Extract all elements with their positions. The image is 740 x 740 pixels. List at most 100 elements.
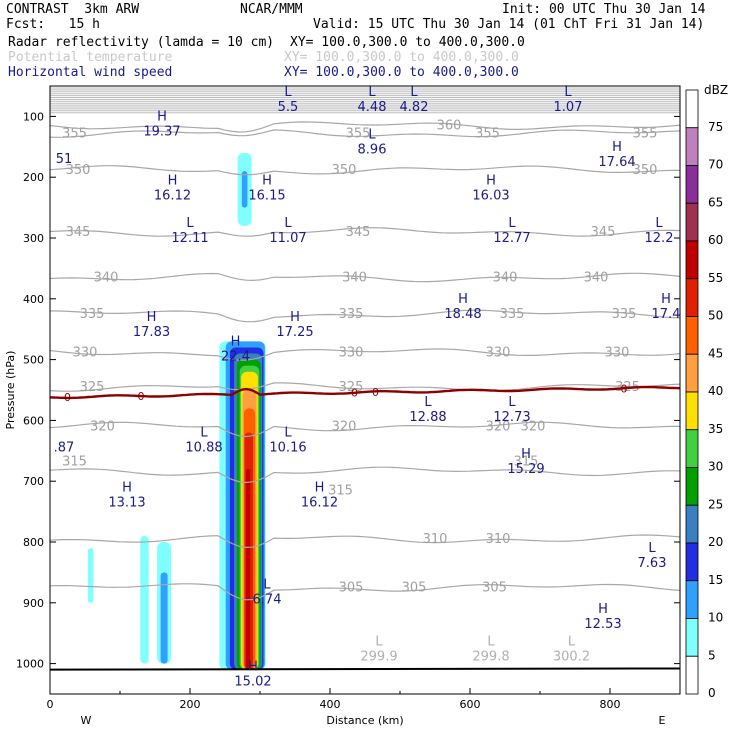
forecast-hour: Fcst: 15 h xyxy=(6,17,100,32)
wind-extremum-value: 22.4 xyxy=(221,349,250,364)
field-name-theta: Potential temperature xyxy=(8,50,173,65)
theta-contour-355 xyxy=(50,129,680,138)
wind-extremum-type: L xyxy=(368,128,376,143)
theta-label-320: 320 xyxy=(521,419,546,434)
wind-extremum-value: 6.74 xyxy=(253,593,282,608)
theta-label-335: 335 xyxy=(80,307,105,322)
init-time: Init: 00 UTC Thu 30 Jan 14 xyxy=(502,2,706,17)
wind-extremum-type: H xyxy=(521,447,531,462)
colorbar-swatch xyxy=(685,278,699,317)
colorbar-swatch xyxy=(685,127,699,166)
field-xy-wind: XY= 100.0,300.0 to 400.0,300.0 xyxy=(284,65,519,80)
wind-extremum-value: 17.64 xyxy=(598,155,635,170)
y-tick-label: 200 xyxy=(23,171,44,184)
theta-contour-320 xyxy=(50,421,680,438)
wind-extremum-type: H xyxy=(598,602,608,617)
colorbar-swatch xyxy=(685,542,699,582)
wind-extremum-value: 15.02 xyxy=(234,675,271,690)
west-label: W xyxy=(81,714,92,727)
colorbar-label: 30 xyxy=(708,460,723,474)
theta-label-330: 330 xyxy=(486,345,511,360)
theta-label-360: 360 xyxy=(437,119,462,134)
y-tick-label: 800 xyxy=(23,536,44,549)
wind-extremum-value: 16.12 xyxy=(154,188,191,203)
theta-contour-340 xyxy=(50,272,680,283)
wind-extremum-value: 12.77 xyxy=(493,231,530,246)
x-tick-label: 0 xyxy=(47,698,54,711)
wind-extremum-value: .87 xyxy=(54,441,75,456)
theta-extremum-value: 299.8 xyxy=(472,649,509,664)
theta-label-340: 340 xyxy=(493,271,518,286)
theta-label-305: 305 xyxy=(482,581,507,596)
theta-extremum-type: L xyxy=(568,634,576,649)
wind-extremum-type: L xyxy=(284,85,292,100)
theta-label-320: 320 xyxy=(90,419,115,434)
wind-extremum-type: H xyxy=(157,109,167,124)
theta-label-340: 340 xyxy=(342,271,367,286)
theta-label-315: 315 xyxy=(514,455,539,470)
colorbar-label: 40 xyxy=(708,384,723,398)
theta-contour-315 xyxy=(50,466,680,484)
theta-label-305: 305 xyxy=(339,581,364,596)
wind-extremum-type: H xyxy=(248,660,258,675)
radar-main-layer-10 xyxy=(246,469,251,670)
y-tick-label: 100 xyxy=(23,110,44,123)
wind-extremum-type: H xyxy=(612,140,622,155)
colorbar-label: 25 xyxy=(708,497,723,511)
wind-extremum-value: 10.88 xyxy=(185,441,222,456)
colorbar-label: 10 xyxy=(708,611,723,625)
wind-extremum-value: 8.96 xyxy=(358,143,387,158)
y-tick-label: 300 xyxy=(23,232,44,245)
wind-extremum-type: H xyxy=(458,292,468,307)
theta-label-335: 335 xyxy=(339,307,364,322)
wind-extremum-value: 17.83 xyxy=(133,325,170,340)
theta-extremum-type: L xyxy=(487,634,495,649)
field-name-reflectivity: Radar reflectivity (lamda = 10 cm) xyxy=(8,35,275,50)
axes: 100 200 300 400 500 600 700 800 900 1000 0 200 400 60… xyxy=(4,85,681,727)
theta-label-325: 325 xyxy=(339,380,364,395)
theta-contour-345 xyxy=(50,227,680,237)
theta-label-330: 330 xyxy=(339,345,364,360)
colorbar-label: 45 xyxy=(708,346,723,360)
theta-label-340: 340 xyxy=(94,271,119,286)
colorbar-swatch xyxy=(685,655,699,695)
y-tick-label: 900 xyxy=(23,597,44,610)
wind-extremum-type: L xyxy=(368,85,376,100)
theta-label-350: 350 xyxy=(66,163,91,178)
theta-label-325: 325 xyxy=(80,380,105,395)
y-tick-label: 600 xyxy=(23,414,44,427)
theta-extremum-type: L xyxy=(375,634,383,649)
theta-label-350: 350 xyxy=(332,163,357,178)
theta-label-345: 345 xyxy=(591,225,616,240)
colorbar-swatch xyxy=(685,504,699,544)
theta-contour-325 xyxy=(50,382,680,392)
x-tick-label: 600 xyxy=(460,698,481,711)
x-axis-label: Distance (km) xyxy=(326,714,403,727)
colorbar-label: 20 xyxy=(708,535,723,549)
theta-label-335: 335 xyxy=(612,307,637,322)
wind-extremum-value: 12.88 xyxy=(409,410,446,425)
theta-label-350: 350 xyxy=(633,163,658,178)
y-tick-label: 700 xyxy=(23,475,44,488)
wind-extremum-type: H xyxy=(168,173,178,188)
field-name-wind: Horizontal wind speed xyxy=(8,65,173,80)
field-xy-theta: XY= 100.0,300.0 to 400.0,300.0 xyxy=(284,50,519,65)
wind-extremum-value: 10.16 xyxy=(269,441,306,456)
wind-extremum-value: 16.03 xyxy=(472,188,509,203)
colorbar-label: 5 xyxy=(708,648,716,662)
field-xy-reflectivity: XY= 100.0,300.0 to 400.0,300.0 xyxy=(290,35,525,50)
theta-label-340: 340 xyxy=(584,271,609,286)
surface-line xyxy=(50,667,680,671)
wind-extremum-value: 16.15 xyxy=(248,188,285,203)
wind-extremum-value: 4.82 xyxy=(400,100,429,115)
theta-label-305: 305 xyxy=(402,581,427,596)
theta-label-330: 330 xyxy=(605,345,630,360)
wind-extremum-type: L xyxy=(263,578,271,593)
wind-extremum-value: 17.4 xyxy=(652,307,681,322)
valid-time: Valid: 15 UTC Thu 30 Jan 14 (01 ChT Fri … xyxy=(313,17,705,32)
colorbar-label: 55 xyxy=(708,271,723,285)
y-axis-label: Pressure (hPa) xyxy=(4,351,17,430)
